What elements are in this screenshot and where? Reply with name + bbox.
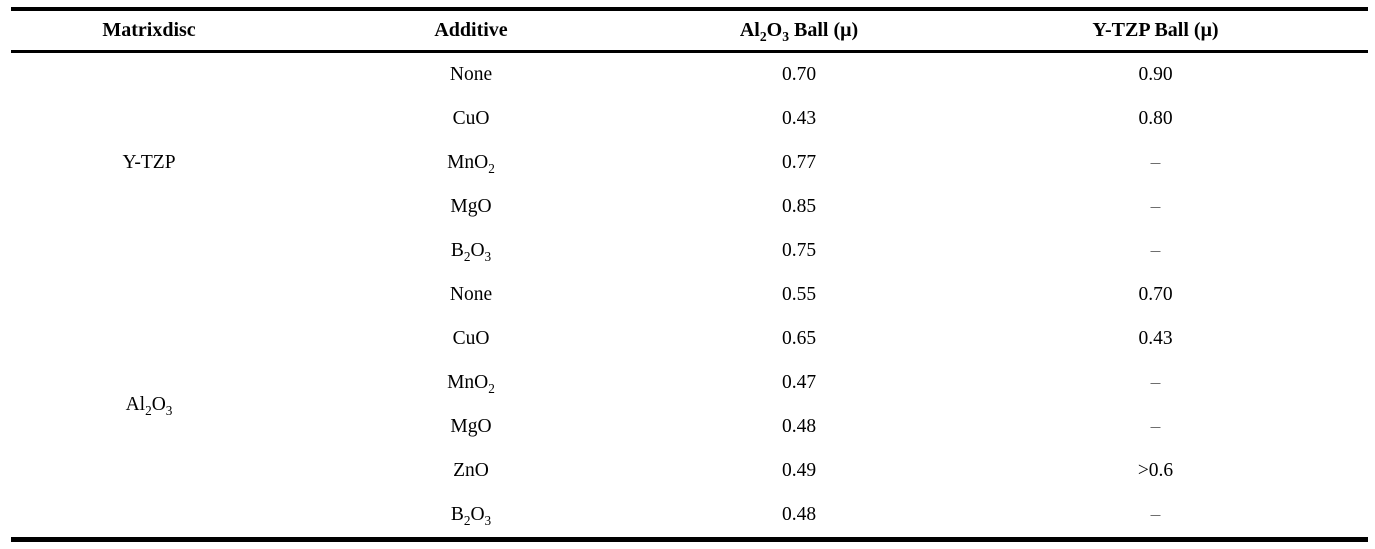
table-row: B2O3 0.75 – (11, 229, 1368, 273)
cell-additive: ZnO (453, 460, 489, 481)
cell-ytzp-ball: 0.43 (1138, 328, 1173, 349)
cell-al2o3-ball: 0.47 (781, 372, 817, 393)
cell-additive: CuO (452, 108, 490, 129)
table-row: B2O3 0.48 – (11, 493, 1368, 540)
cell-ytzp-ball: – (1150, 504, 1161, 525)
table-row: MnO2 0.77 – (11, 141, 1368, 185)
cell-al2o3-ball: 0.48 (781, 504, 817, 525)
table-row: CuO 0.65 0.43 (11, 317, 1368, 361)
cell-additive: B2O3 (450, 240, 492, 264)
cell-additive: MnO2 (447, 372, 495, 396)
cell-additive: MgO (450, 416, 492, 437)
cell-ytzp-ball: 0.90 (1138, 64, 1173, 85)
table-body: Y-TZP None 0.70 0.90 CuO 0.43 0.80 MnO2 0.77– MgO… (11, 52, 1368, 540)
cell-additive: CuO (452, 328, 490, 349)
cell-ytzp-ball: – (1150, 240, 1161, 261)
header-matrixdisc: Matrixdisc (102, 19, 196, 41)
cell-al2o3-ball: 0.85 (781, 196, 817, 217)
table-row: CuO 0.43 0.80 (11, 97, 1368, 141)
cell-ytzp-ball: 0.80 (1138, 108, 1173, 129)
cell-al2o3-ball: 0.48 (781, 416, 817, 437)
cell-al2o3-ball: 0.55 (781, 284, 817, 305)
cell-al2o3-ball: 0.43 (781, 108, 817, 129)
cell-matrix-disc: Al2O3 (125, 394, 173, 418)
cell-additive: None (449, 64, 493, 85)
table-row: Al2O3 None 0.55 0.70 (11, 273, 1368, 417)
cell-al2o3-ball: 0.70 (781, 64, 817, 85)
cell-ytzp-ball: – (1150, 416, 1161, 437)
cell-ytzp-ball: – (1150, 372, 1161, 393)
header-row: Matrixdisc Additive Al2O3 Ball (μ) Y-TZP… (11, 9, 1368, 52)
header-ytzp-ball: Y-TZP Ball (μ) (1092, 19, 1219, 41)
cell-ytzp-ball: 0.70 (1138, 284, 1173, 305)
header-additive: Additive (434, 19, 508, 41)
table-header: Matrixdisc Additive Al2O3 Ball (μ) Y-TZP… (11, 9, 1368, 52)
cell-additive: MgO (450, 196, 492, 217)
cell-al2o3-ball: 0.49 (781, 460, 817, 481)
cell-ytzp-ball: >0.6 (1137, 460, 1174, 481)
friction-coefficient-table: Matrixdisc Additive Al2O3 Ball (μ) Y-TZP… (11, 7, 1368, 542)
table-row: Y-TZP None 0.70 0.90 (11, 52, 1368, 173)
header-al2o3-ball: Al2O3 Ball (μ) (739, 19, 859, 44)
cell-additive: MnO2 (447, 152, 495, 176)
cell-al2o3-ball: 0.75 (781, 240, 817, 261)
table-row: MnO2 0.47 – (11, 361, 1368, 405)
cell-additive: None (449, 284, 493, 305)
cell-matrix-disc: Y-TZP (122, 152, 176, 173)
cell-ytzp-ball: – (1150, 196, 1161, 217)
table-row: MgO 0.48 – (11, 405, 1368, 449)
cell-al2o3-ball: 0.77 (781, 152, 817, 173)
cell-ytzp-ball: – (1150, 152, 1161, 173)
table-row: ZnO 0.49 >0.6 (11, 449, 1368, 493)
table-row: MgO 0.85 – (11, 185, 1368, 229)
cell-al2o3-ball: 0.65 (781, 328, 817, 349)
cell-additive: B2O3 (450, 504, 492, 528)
